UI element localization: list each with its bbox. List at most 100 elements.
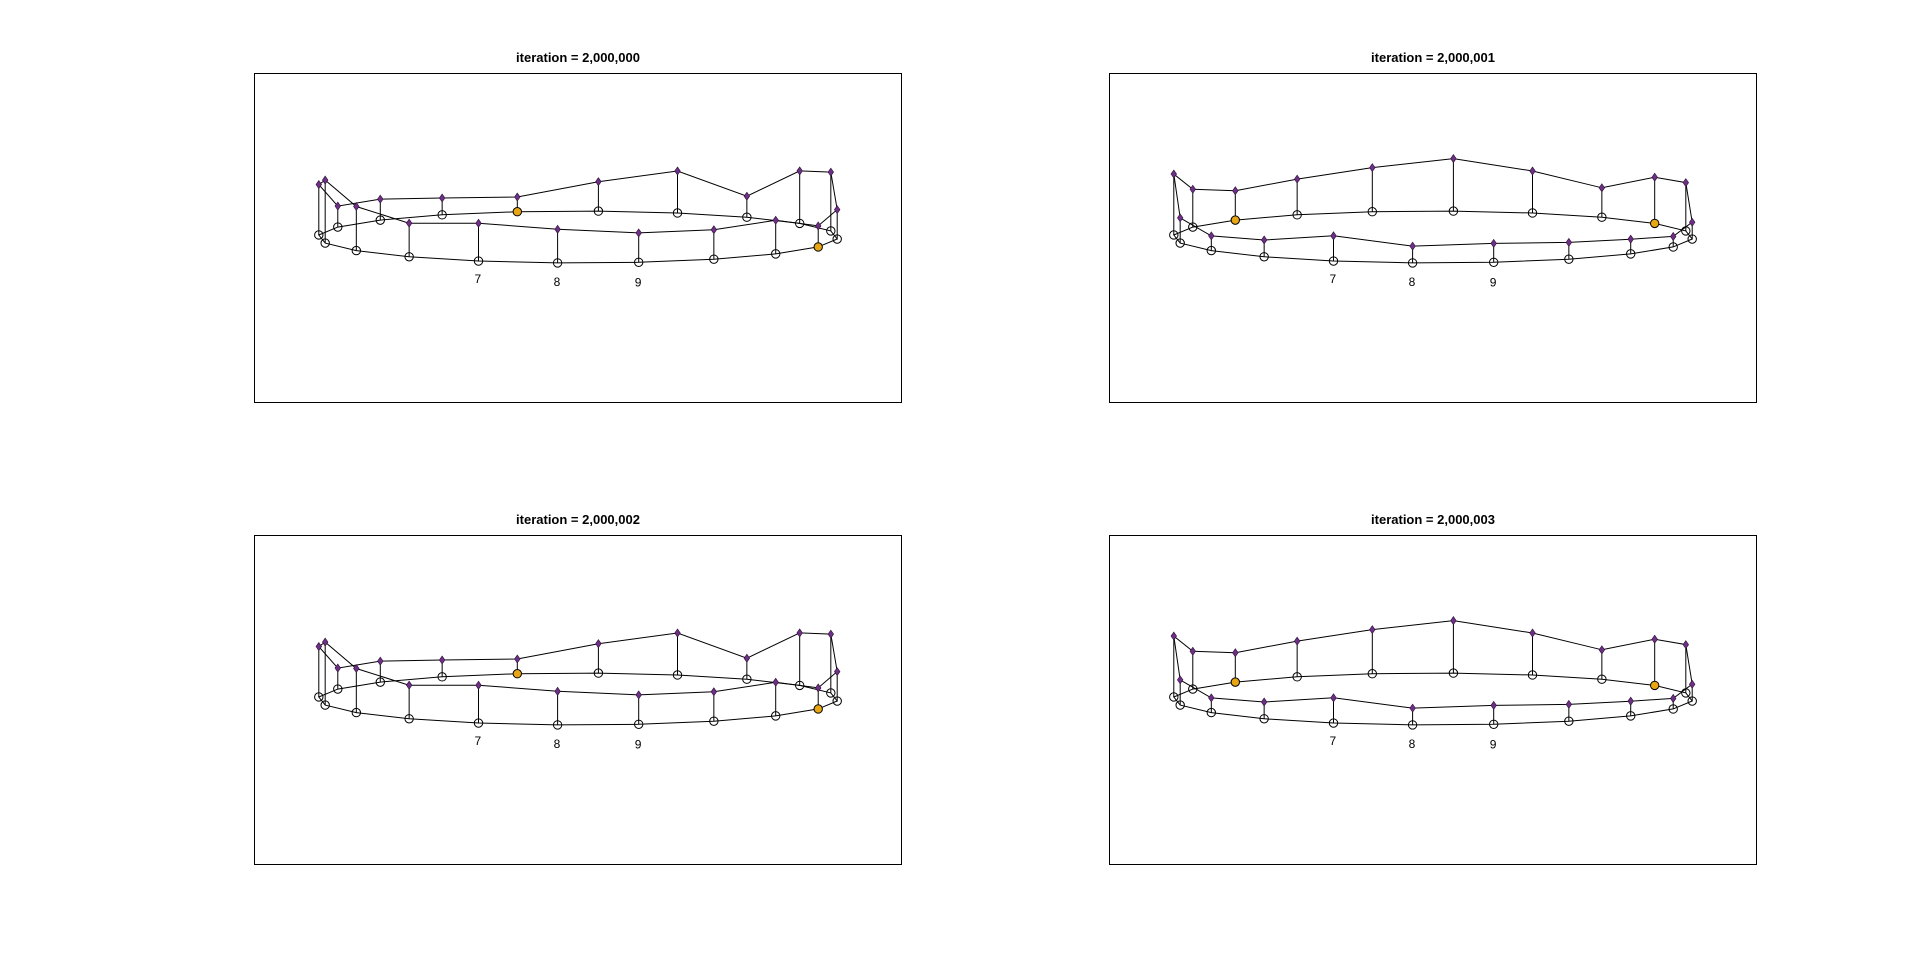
panel-title: iteration = 2,000,001 xyxy=(1371,50,1495,65)
active-base-node xyxy=(1649,680,1660,691)
panel-title: iteration = 2,000,003 xyxy=(1371,512,1495,527)
base-node xyxy=(771,249,781,259)
base-node xyxy=(1169,230,1179,240)
top-node xyxy=(1177,213,1184,223)
top-node xyxy=(635,228,642,238)
node-label-7: 7 xyxy=(1330,734,1337,748)
top-node xyxy=(1330,231,1337,241)
top-node xyxy=(1293,174,1301,184)
panel-title: iteration = 2,000,000 xyxy=(516,50,640,65)
top-node xyxy=(1409,241,1416,251)
top-node xyxy=(322,637,329,647)
top-node xyxy=(554,686,561,696)
top-node xyxy=(1170,169,1177,179)
top-node xyxy=(1330,693,1337,703)
base-node xyxy=(1367,207,1378,217)
top-node xyxy=(1651,634,1658,644)
top-node xyxy=(1490,700,1497,710)
base-node xyxy=(1175,700,1185,710)
top-node xyxy=(475,680,482,690)
ring-plot: 7 8 9 xyxy=(1109,535,1757,865)
top-node xyxy=(1177,675,1184,685)
base-node xyxy=(832,234,842,244)
top-node xyxy=(322,175,329,185)
base-node xyxy=(375,677,385,687)
panel-iteration-2000001: iteration = 2,000,001 7 8 9 xyxy=(1109,50,1757,403)
top-node xyxy=(772,215,779,225)
base-node xyxy=(826,688,836,698)
base-node xyxy=(320,238,330,248)
base-node xyxy=(1206,707,1217,718)
base-node xyxy=(771,711,781,721)
top-node xyxy=(1232,186,1239,196)
base-node xyxy=(1527,208,1538,218)
top-node xyxy=(1170,631,1177,641)
top-node xyxy=(1670,231,1677,241)
top-node xyxy=(475,218,482,228)
base-node xyxy=(314,230,324,240)
plot-frame xyxy=(254,535,902,865)
base-node xyxy=(1259,252,1269,262)
top-node xyxy=(334,663,341,673)
base-node xyxy=(1188,222,1198,232)
base-node xyxy=(1626,711,1636,721)
node-label-9: 9 xyxy=(1490,737,1497,751)
top-node xyxy=(1369,625,1376,635)
top-node xyxy=(710,225,718,235)
base-node xyxy=(1527,670,1538,680)
top-node xyxy=(743,191,751,201)
active-base-node xyxy=(1649,218,1660,229)
base-node xyxy=(593,668,604,678)
panel-iteration-2000000: iteration = 2,000,000 7 8 9 xyxy=(254,50,902,403)
top-node xyxy=(1682,640,1689,650)
top-node xyxy=(1208,231,1215,241)
top-node xyxy=(1529,628,1536,638)
top-node xyxy=(815,683,822,693)
top-node xyxy=(405,680,413,690)
top-node xyxy=(1450,154,1457,164)
ring-plot: 7 8 9 xyxy=(254,73,902,403)
top-node xyxy=(315,642,322,652)
top-node xyxy=(353,201,360,212)
base-ring xyxy=(1172,210,1694,264)
base-node xyxy=(333,222,343,232)
node-label-8: 8 xyxy=(554,737,561,751)
top-node xyxy=(1208,693,1215,703)
top-node xyxy=(674,166,681,176)
top-node xyxy=(1260,235,1268,245)
base-node xyxy=(320,700,330,710)
top-node xyxy=(334,201,341,211)
base-ring xyxy=(317,210,839,264)
base-node xyxy=(351,245,362,256)
plot-frame xyxy=(1109,535,1757,865)
active-base-node xyxy=(813,704,823,714)
active-base-node xyxy=(512,669,523,679)
top-node xyxy=(815,221,822,231)
base-node xyxy=(1668,704,1678,714)
base-node xyxy=(473,718,484,728)
base-node xyxy=(742,674,752,684)
base-node xyxy=(826,226,836,236)
base-node xyxy=(709,716,719,726)
top-node xyxy=(405,218,413,228)
active-base-node xyxy=(512,207,523,217)
top-node xyxy=(834,667,841,677)
base-node xyxy=(1597,212,1607,222)
base-node xyxy=(375,215,385,225)
top-node xyxy=(1260,697,1268,707)
top-node xyxy=(710,687,718,697)
base-node xyxy=(1564,716,1574,726)
base-node xyxy=(351,707,362,718)
base-node xyxy=(552,720,563,730)
base-node xyxy=(1668,242,1678,252)
active-base-node xyxy=(1230,215,1240,225)
base-node xyxy=(1687,234,1697,244)
top-node xyxy=(377,194,384,204)
top-node xyxy=(1565,237,1573,247)
top-node xyxy=(1598,183,1606,193)
base-node xyxy=(672,670,683,680)
base-node xyxy=(1188,684,1198,694)
top-node xyxy=(1627,696,1634,706)
base-node xyxy=(1488,719,1499,729)
top-node xyxy=(1682,178,1689,188)
